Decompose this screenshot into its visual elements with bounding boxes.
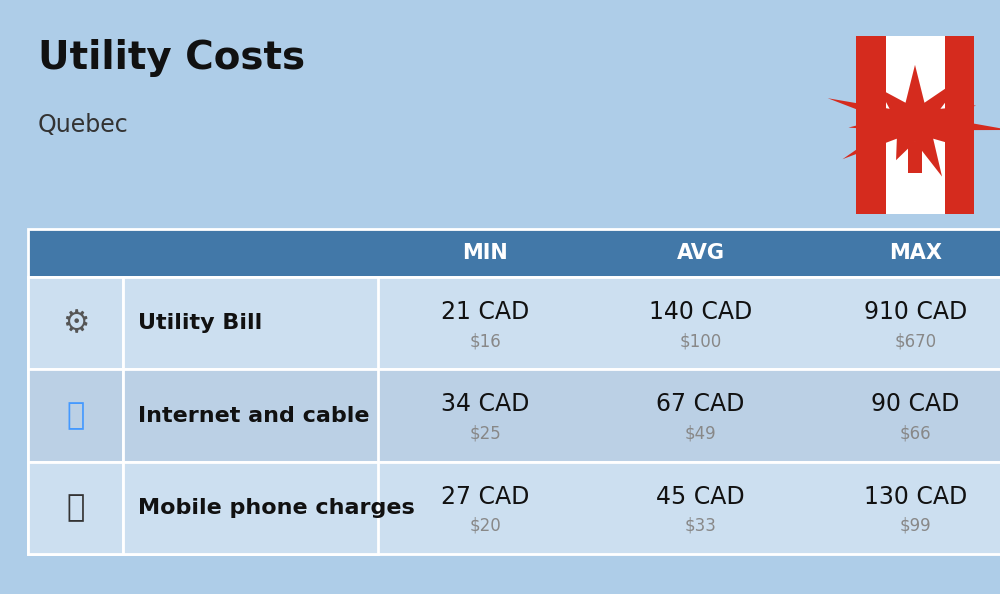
- Bar: [123, 462, 378, 554]
- Bar: [28, 462, 1000, 554]
- Text: MAX: MAX: [889, 243, 942, 263]
- Text: 21 CAD: 21 CAD: [441, 301, 530, 324]
- Text: $25: $25: [470, 425, 501, 443]
- Text: $99: $99: [900, 517, 931, 535]
- Text: 910 CAD: 910 CAD: [864, 301, 967, 324]
- Text: 📱: 📱: [66, 493, 85, 522]
- Text: $670: $670: [894, 333, 937, 351]
- Text: 34 CAD: 34 CAD: [441, 393, 530, 416]
- Text: 📶: 📶: [66, 401, 85, 430]
- Text: 90 CAD: 90 CAD: [871, 393, 960, 416]
- Text: Utility Costs: Utility Costs: [38, 39, 305, 77]
- Bar: [28, 369, 123, 462]
- Text: ⚙: ⚙: [62, 309, 89, 338]
- Text: Internet and cable: Internet and cable: [138, 406, 370, 425]
- Text: 45 CAD: 45 CAD: [656, 485, 745, 508]
- Text: AVG: AVG: [676, 243, 724, 263]
- Text: $16: $16: [470, 333, 501, 351]
- Text: MIN: MIN: [463, 243, 508, 263]
- Text: Utility Bill: Utility Bill: [138, 314, 262, 333]
- Bar: [28, 277, 123, 369]
- Bar: [123, 369, 378, 462]
- Text: 27 CAD: 27 CAD: [441, 485, 530, 508]
- Text: Mobile phone charges: Mobile phone charges: [138, 498, 415, 517]
- Bar: [28, 462, 123, 554]
- Text: Quebec: Quebec: [38, 113, 129, 137]
- Bar: [856, 36, 886, 214]
- Bar: [856, 36, 974, 214]
- Text: $100: $100: [679, 333, 722, 351]
- Bar: [28, 229, 1000, 277]
- Bar: [908, 142, 922, 173]
- Polygon shape: [828, 65, 1000, 176]
- Text: 67 CAD: 67 CAD: [656, 393, 745, 416]
- Text: 140 CAD: 140 CAD: [649, 301, 752, 324]
- Text: $33: $33: [685, 517, 716, 535]
- Bar: [28, 277, 1000, 369]
- Bar: [944, 36, 974, 214]
- Text: $66: $66: [900, 425, 931, 443]
- Bar: [123, 277, 378, 369]
- Text: $20: $20: [470, 517, 501, 535]
- Bar: [28, 369, 1000, 462]
- Text: $49: $49: [685, 425, 716, 443]
- Text: 130 CAD: 130 CAD: [864, 485, 967, 508]
